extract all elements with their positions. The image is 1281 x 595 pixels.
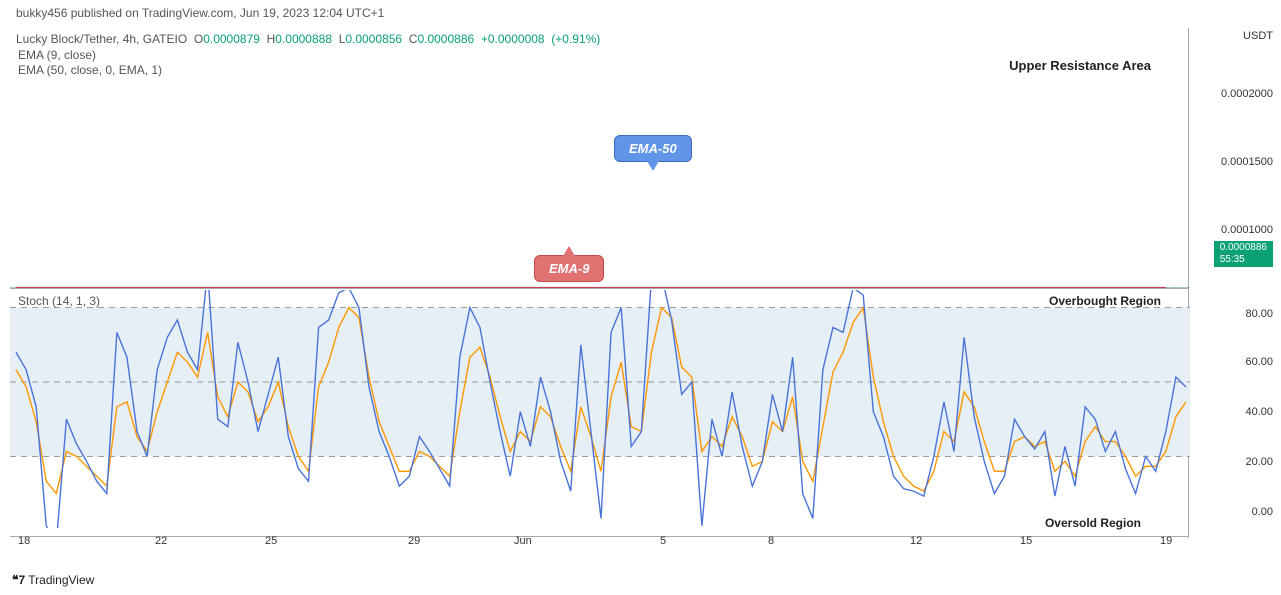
- current-price-tag: 0.0000886 55:35: [1214, 241, 1273, 267]
- time-tick: 18: [18, 535, 30, 547]
- price-tag-value: 0.0000886: [1220, 242, 1267, 254]
- stoch-tick: 20.00: [1245, 456, 1273, 468]
- time-tick: 5: [660, 535, 666, 547]
- logo-icon: ❝7: [12, 573, 25, 587]
- time-tick: Jun: [514, 535, 532, 547]
- stoch-tick: 40.00: [1245, 406, 1273, 418]
- time-tick: 8: [768, 535, 774, 547]
- time-tick: 25: [265, 535, 277, 547]
- price-tick: 0.0002000: [1221, 88, 1273, 100]
- time-tick: 12: [910, 535, 922, 547]
- price-tag-countdown: 55:35: [1220, 254, 1267, 266]
- time-tick: 22: [155, 535, 167, 547]
- time-axis: 18 22 25 29 Jun 5 8 12 15 19: [10, 535, 1191, 553]
- stoch-chart[interactable]: [10, 290, 1190, 528]
- time-tick: 15: [1020, 535, 1032, 547]
- logo-text: TradingView: [28, 573, 94, 587]
- price-chart[interactable]: [10, 28, 1190, 288]
- time-tick: 19: [1160, 535, 1172, 547]
- panel-divider: [10, 288, 1189, 289]
- stoch-tick: 60.00: [1245, 356, 1273, 368]
- price-tick: 0.0001000: [1221, 224, 1273, 236]
- tradingview-logo: ❝7 TradingView: [12, 573, 94, 587]
- publish-info: bukky456 published on TradingView.com, J…: [16, 6, 384, 20]
- price-unit: USDT: [1243, 30, 1273, 42]
- stoch-axis: 80.00 60.00 40.00 20.00 0.00: [1193, 290, 1273, 520]
- time-tick: 29: [408, 535, 420, 547]
- stoch-tick: 80.00: [1245, 308, 1273, 320]
- price-tick: 0.0001500: [1221, 156, 1273, 168]
- stoch-tick: 0.00: [1252, 506, 1273, 518]
